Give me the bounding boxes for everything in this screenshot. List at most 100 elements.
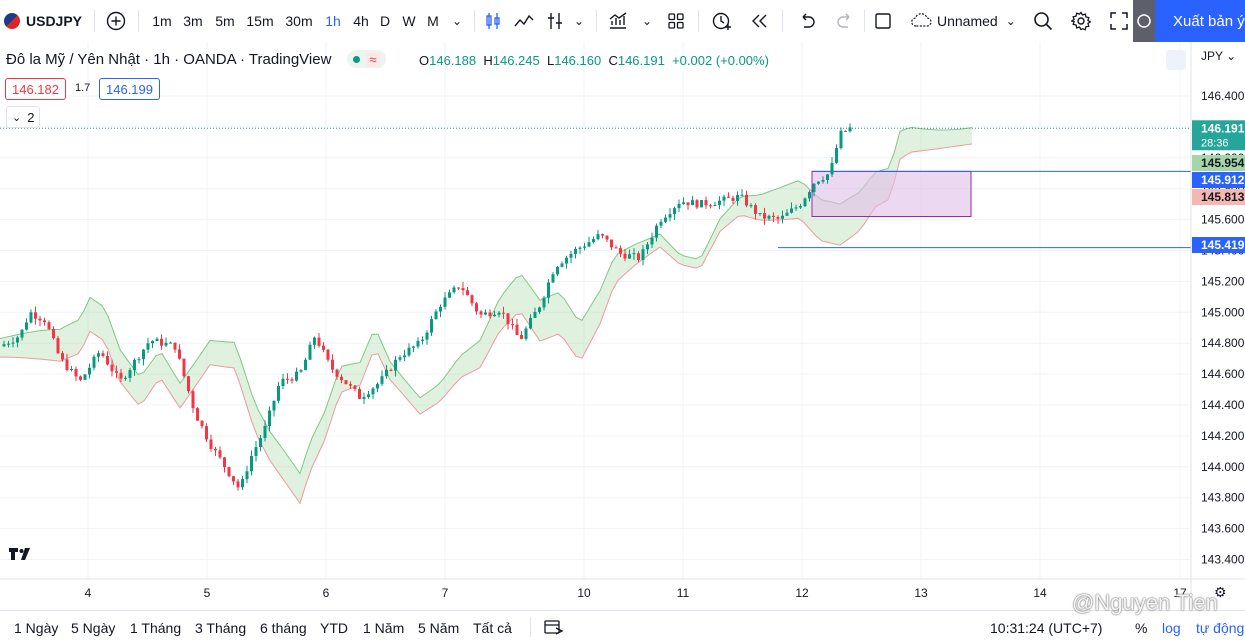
chevron-down-icon[interactable]: ⌄ xyxy=(451,14,463,28)
goto-date-icon[interactable] xyxy=(544,619,564,640)
layout-name-button[interactable]: Unnamed ⌄ xyxy=(910,8,1016,34)
interval-w[interactable]: W xyxy=(402,13,416,29)
settings-gear-icon[interactable]: ⚙ xyxy=(1214,584,1227,600)
candle-body xyxy=(218,450,222,458)
line-chart-icon[interactable] xyxy=(512,8,536,34)
compare-add-icon[interactable] xyxy=(104,8,128,34)
candles-icon[interactable] xyxy=(482,8,504,34)
range-5d[interactable]: 5 Ngày xyxy=(71,620,116,636)
candle-body xyxy=(632,253,636,255)
publish-button[interactable]: Xuất bản ý xyxy=(1155,0,1245,42)
candle-body xyxy=(335,369,339,377)
open-dot-icon xyxy=(353,55,361,63)
percent-toggle[interactable]: % xyxy=(1135,620,1148,636)
candle-body xyxy=(376,383,379,389)
interval-15m[interactable]: 15m xyxy=(246,13,274,29)
interval-1h[interactable]: 1h xyxy=(325,13,341,29)
tradingview-logo-icon[interactable] xyxy=(8,546,34,568)
candle-body xyxy=(380,376,384,384)
indicator-chart-icon[interactable] xyxy=(606,8,630,34)
candle-body xyxy=(173,342,177,350)
range-6m[interactable]: 6 tháng xyxy=(260,620,307,636)
camera-icon[interactable] xyxy=(1133,0,1155,42)
candle-body xyxy=(403,355,406,358)
candle-body xyxy=(331,359,334,370)
candle-body xyxy=(151,340,154,344)
auto-toggle[interactable]: tự động xyxy=(1196,620,1245,636)
candle-body xyxy=(317,337,321,346)
object-tree-icon[interactable] xyxy=(1166,50,1186,70)
undo-icon[interactable] xyxy=(796,8,818,34)
price-label-value: 145.419 xyxy=(1201,238,1245,252)
top-toolbar: USDJPY 1m 3m 5m 15m 30m 1h 4h D W M ⌄ ⌄ … xyxy=(0,0,1245,43)
candle-body xyxy=(835,148,838,163)
range-1d[interactable]: 1 Ngày xyxy=(14,620,59,636)
templates-grid-icon[interactable] xyxy=(665,8,687,34)
candle-body xyxy=(709,205,712,207)
candle-body xyxy=(560,263,564,267)
candle-body xyxy=(88,367,91,375)
candle-body xyxy=(250,455,253,472)
chevron-down-icon[interactable]: ⌄ xyxy=(573,14,585,28)
candle-body xyxy=(583,246,586,248)
redo-icon[interactable] xyxy=(834,8,856,34)
interval-30m[interactable]: 30m xyxy=(285,13,313,29)
supply-zone[interactable] xyxy=(811,170,972,218)
gear-icon[interactable] xyxy=(1070,8,1092,34)
buy-button[interactable]: 146.199 xyxy=(99,78,160,100)
price-chart[interactable]: 146.400146.200146.000145.800145.600145.4… xyxy=(0,42,1245,610)
candle-body xyxy=(56,338,60,354)
candle-body xyxy=(587,242,591,247)
candle-body xyxy=(637,253,640,260)
candle-body xyxy=(565,257,568,264)
interval-m[interactable]: M xyxy=(427,13,439,29)
range-1y[interactable]: 1 Năm xyxy=(363,620,405,636)
chart-legend: Đô la Mỹ / Yên Nhật · 1h · OANDA · Tradi… xyxy=(6,50,386,68)
candle-body xyxy=(268,410,271,426)
replay-icon[interactable] xyxy=(748,8,770,34)
fullscreen-square-icon[interactable] xyxy=(872,8,894,34)
log-toggle[interactable]: log xyxy=(1162,620,1181,636)
range-1m[interactable]: 1 Tháng xyxy=(130,620,182,636)
candle-body xyxy=(371,388,375,395)
range-ytd[interactable]: YTD xyxy=(320,620,348,636)
candle-body xyxy=(799,206,802,208)
candle-body xyxy=(115,371,118,373)
candle-body xyxy=(164,342,168,346)
chevron-down-icon[interactable]: ⌄ xyxy=(641,14,653,28)
candle-body xyxy=(430,319,433,333)
indicator-count: 2 xyxy=(27,109,35,125)
symbol-search-button[interactable]: USDJPY xyxy=(4,8,82,34)
market-status-badge[interactable]: ≈ xyxy=(347,50,386,68)
candle-body xyxy=(682,202,685,204)
fullscreen-icon[interactable] xyxy=(1108,8,1130,34)
candle-body xyxy=(713,204,717,206)
clock[interactable]: 10:31:24 (UTC+7) xyxy=(990,620,1103,636)
divider xyxy=(474,10,475,32)
candle-body xyxy=(457,287,460,289)
interval-5m[interactable]: 5m xyxy=(215,13,235,29)
interval-3m[interactable]: 3m xyxy=(183,13,203,29)
interval-4h[interactable]: 4h xyxy=(353,13,369,29)
indicators-icon[interactable] xyxy=(545,8,567,34)
horizontal-lines[interactable] xyxy=(0,127,1191,249)
symbol-label: USDJPY xyxy=(26,13,83,29)
interval-d[interactable]: D xyxy=(379,13,391,29)
candle-body xyxy=(592,239,595,243)
candle-body xyxy=(745,194,748,206)
indicators-toggle[interactable]: ⌄ 2 xyxy=(6,106,41,128)
date-tick-label: 5 xyxy=(204,586,211,600)
candle-body xyxy=(178,349,181,359)
candle-body xyxy=(281,378,285,387)
interval-1m[interactable]: 1m xyxy=(152,13,172,29)
range-3m[interactable]: 3 Tháng xyxy=(195,620,247,636)
range-5y[interactable]: 5 Năm xyxy=(418,620,460,636)
candle-body xyxy=(340,376,343,381)
sell-button[interactable]: 146.182 xyxy=(5,78,66,100)
symbol-title[interactable]: Đô la Mỹ / Yên Nhật · 1h · OANDA · Tradi… xyxy=(6,50,332,68)
search-icon[interactable] xyxy=(1032,8,1054,34)
candle-body xyxy=(650,237,654,245)
range-all[interactable]: Tất cả xyxy=(473,620,512,636)
alert-clock-icon[interactable] xyxy=(710,8,734,34)
candle-body xyxy=(520,334,523,339)
